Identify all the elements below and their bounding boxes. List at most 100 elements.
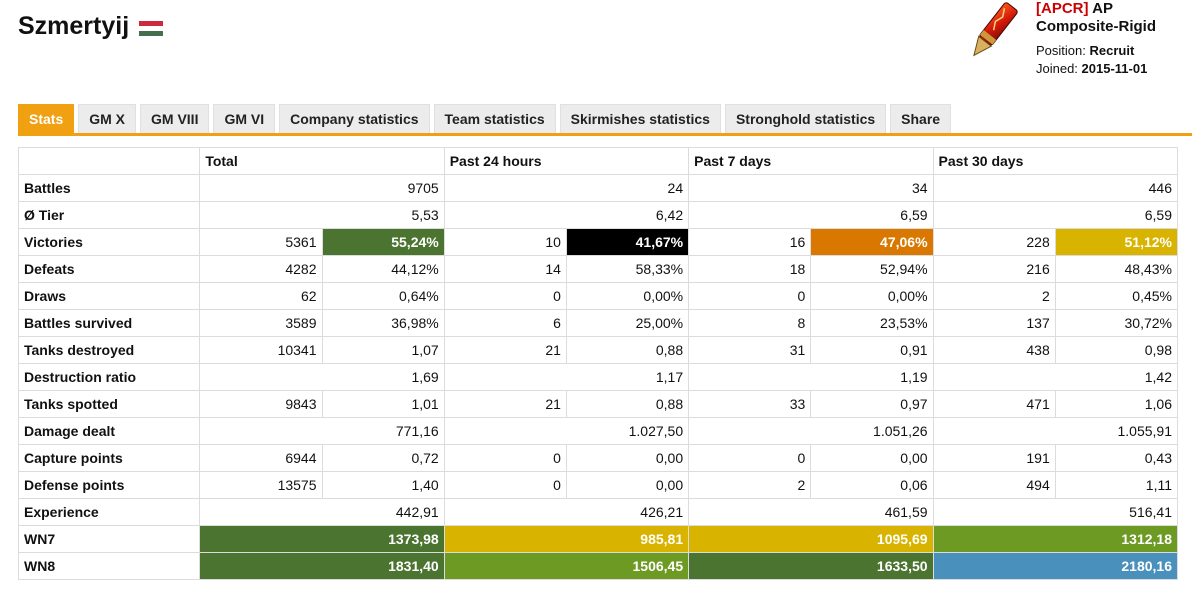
rating-cell: 2180,16 <box>932 552 1179 580</box>
table-cell: 6,42 <box>443 201 690 229</box>
table-cell: 1.051,26 <box>688 417 934 445</box>
table-row: Ø Tier 5,53 6,42 6,59 6,59 <box>17 201 1179 229</box>
row-label: WN7 <box>17 525 201 553</box>
table-cell-count: 137 <box>932 309 1056 337</box>
tab-share[interactable]: Share <box>890 104 952 134</box>
table-cell: 6,59 <box>688 201 934 229</box>
table-cell: 1.027,50 <box>443 417 690 445</box>
table-cell-count: 0 <box>443 444 567 472</box>
header-past-7-days: Past 7 days <box>688 147 934 175</box>
rating-cell: 985,81 <box>443 525 690 553</box>
clan-name-part1[interactable]: AP <box>1092 0 1113 17</box>
table-cell-rate: 0,00 <box>565 471 690 499</box>
stats-tabs: Stats GM X GM VIII GM VI Company statistics T… <box>18 104 952 134</box>
tab-skirmishes-statistics[interactable]: Skirmishes statistics <box>559 104 721 134</box>
table-cell: 1,42 <box>932 363 1179 391</box>
table-cell-count: 2 <box>932 282 1056 310</box>
table-row: Battles survived 3589 36,98% 6 25,00% 8 23,53%… <box>17 309 1179 337</box>
table-cell-rate: 23,53% <box>810 309 934 337</box>
tab-gm-viii[interactable]: GM VIII <box>140 104 210 134</box>
table-cell-rate: 58,33% <box>565 255 690 283</box>
table-cell: 516,41 <box>932 498 1179 526</box>
clan-name[interactable]: [APCR] AP <box>1036 0 1113 17</box>
table-cell: 1.055,91 <box>932 417 1179 445</box>
table-cell-count: 18 <box>688 255 812 283</box>
row-label: Draws <box>17 282 201 310</box>
tab-team-statistics[interactable]: Team statistics <box>433 104 556 134</box>
table-cell-rate: 47,06% <box>810 228 934 256</box>
rating-cell: 1633,50 <box>688 552 934 580</box>
table-cell-count: 471 <box>932 390 1056 418</box>
table-cell-rate: 1,06 <box>1054 390 1179 418</box>
player-header: Szmertyij <box>18 12 164 41</box>
tab-stronghold-statistics[interactable]: Stronghold statistics <box>724 104 887 134</box>
table-cell-count: 3589 <box>199 309 323 337</box>
table-cell: 426,21 <box>443 498 690 526</box>
row-label: Tanks spotted <box>17 390 201 418</box>
table-cell-rate: 0,00 <box>565 444 690 472</box>
table-cell-count: 438 <box>932 336 1056 364</box>
table-row: WN8 1831,40 1506,45 1633,50 2180,16 <box>17 552 1179 580</box>
clan-logo-icon[interactable] <box>958 0 1028 62</box>
tab-gm-vi[interactable]: GM VI <box>213 104 276 134</box>
clan-tag[interactable]: APCR <box>1041 0 1084 17</box>
table-cell-rate: 0,06 <box>810 471 934 499</box>
rating-cell: 1373,98 <box>199 525 445 553</box>
row-label: WN8 <box>17 552 201 580</box>
row-label: Defense points <box>17 471 201 499</box>
table-cell-rate: 52,94% <box>810 255 934 283</box>
tab-stats[interactable]: Stats <box>18 104 75 134</box>
table-cell: 461,59 <box>688 498 934 526</box>
table-cell-rate: 48,43% <box>1054 255 1179 283</box>
table-row: WN7 1373,98 985,81 1095,69 1312,18 <box>17 525 1179 553</box>
row-label: Tanks destroyed <box>17 336 201 364</box>
tab-gm-x[interactable]: GM X <box>78 104 137 134</box>
row-label: Battles survived <box>17 309 201 337</box>
header-past-24-hours: Past 24 hours <box>443 147 690 175</box>
table-cell-rate: 25,00% <box>565 309 690 337</box>
table-cell-rate: 0,72 <box>321 444 445 472</box>
table-cell-rate: 0,64% <box>321 282 445 310</box>
table-cell-count: 33 <box>688 390 812 418</box>
row-label: Victories <box>17 228 201 256</box>
table-cell: 9705 <box>199 174 445 202</box>
tab-company-statistics[interactable]: Company statistics <box>279 104 430 134</box>
table-cell-count: 228 <box>932 228 1056 256</box>
table-cell-rate: 44,12% <box>321 255 445 283</box>
table-row: Defeats 4282 44,12% 14 58,33% 18 52,94% 216 48,4… <box>17 255 1179 283</box>
table-cell-rate: 41,67% <box>565 228 690 256</box>
row-label: Experience <box>17 498 201 526</box>
table-cell-rate: 55,24% <box>321 228 445 256</box>
header-blank <box>17 147 201 175</box>
row-label: Ø Tier <box>17 201 201 229</box>
table-cell-rate: 1,11 <box>1054 471 1179 499</box>
table-cell-count: 21 <box>443 336 567 364</box>
table-cell-count: 4282 <box>199 255 323 283</box>
table-cell-rate: 1,40 <box>321 471 445 499</box>
table-cell: 1,19 <box>688 363 934 391</box>
table-cell: 24 <box>443 174 690 202</box>
table-cell-rate: 0,45% <box>1054 282 1179 310</box>
table-cell-count: 31 <box>688 336 812 364</box>
player-name: Szmertyij <box>18 12 130 40</box>
table-cell-count: 494 <box>932 471 1056 499</box>
table-row: Victories 5361 55,24% 10 41,67% 16 47,06% 228 51… <box>17 228 1179 256</box>
table-cell-count: 13575 <box>199 471 323 499</box>
clan-name-line2[interactable]: Composite-Rigid <box>1036 18 1156 35</box>
table-cell: 6,59 <box>932 201 1179 229</box>
table-cell-rate: 30,72% <box>1054 309 1179 337</box>
table-cell-rate: 0,88 <box>565 336 690 364</box>
tab-bar-divider <box>18 133 1192 136</box>
row-label: Battles <box>17 174 201 202</box>
table-row: Damage dealt 771,16 1.027,50 1.051,26 1.055,… <box>17 417 1179 445</box>
table-cell-rate: 0,43 <box>1054 444 1179 472</box>
table-cell-count: 5361 <box>199 228 323 256</box>
table-row: Defense points 13575 1,40 0 0,00 2 0,06 494 1,11 <box>17 471 1179 499</box>
row-label: Capture points <box>17 444 201 472</box>
table-cell: 1,17 <box>443 363 690 391</box>
table-row: Capture points 6944 0,72 0 0,00 0 0,00 191 0,43 <box>17 444 1179 472</box>
rating-cell: 1312,18 <box>932 525 1179 553</box>
row-label: Destruction ratio <box>17 363 201 391</box>
table-row: Tanks spotted 9843 1,01 21 0,88 33 0,97 471 1,06 <box>17 390 1179 418</box>
table-cell-rate: 0,91 <box>810 336 934 364</box>
